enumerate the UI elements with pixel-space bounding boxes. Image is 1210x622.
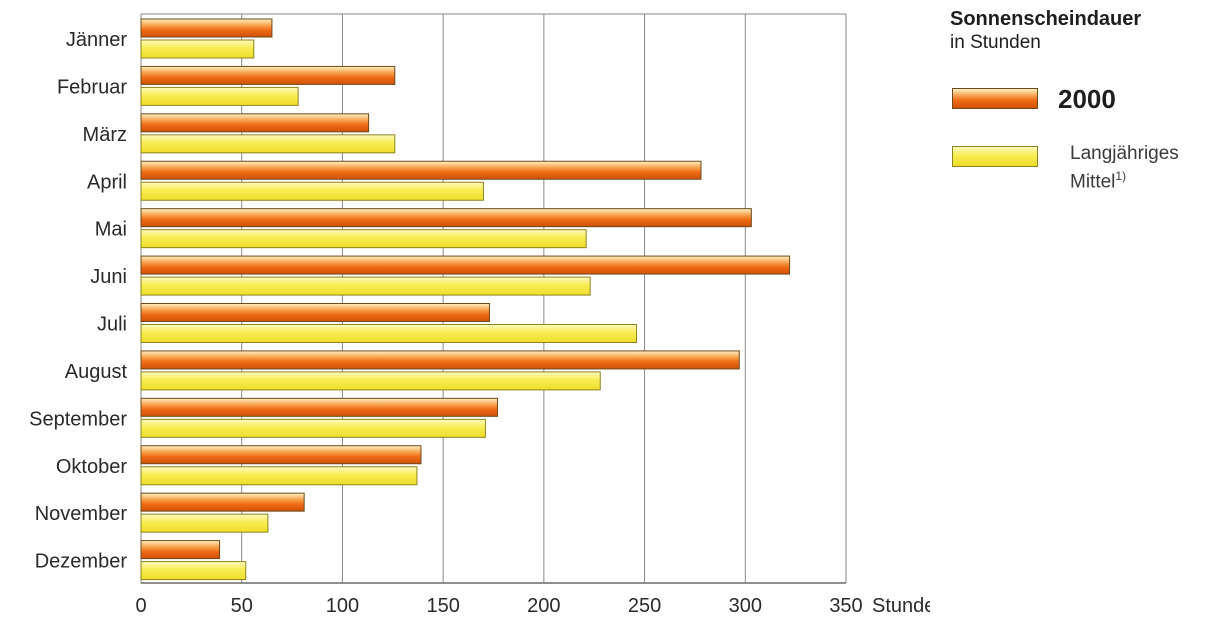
bar-mittel [140,86,299,106]
x-tick-label: 100 [326,595,359,617]
x-tick-label: 50 [231,595,253,617]
bar-2000 [140,65,396,85]
bar-mittel [140,181,484,201]
legend-footnote: 1) [1115,169,1127,183]
legend-subtitle: in Stunden [950,32,1041,53]
bar-2000 [140,255,791,275]
bar-2000 [140,540,221,560]
x-tick-label: 350 [829,595,862,617]
legend-title: Sonnenscheindauer [950,8,1142,30]
category-labels: Jänner Februar März April Mai Juni Juli August S… [29,29,127,573]
bar-2000 [140,160,702,180]
x-tick-label: 250 [628,595,661,617]
category-label: Juni [90,266,127,288]
bar-2000 [140,113,370,133]
bar-mittel [140,561,247,581]
category-label: März [83,124,127,146]
legend: Sonnenscheindauer in Stunden 2000 Langjä… [950,8,1200,192]
bar-mittel [140,229,587,249]
bar-mittel [140,276,591,296]
x-tick-label: 200 [527,595,560,617]
category-label: Mai [95,219,127,241]
bar-mittel [140,466,418,486]
x-tick-label: 150 [426,595,459,617]
x-unit-label: Stunden [872,595,930,617]
bar-mittel [140,134,396,154]
category-label: November [35,503,128,525]
legend-label-mittel-line1: Langjähriges [1070,143,1179,164]
bar-mittel [140,371,601,391]
bar-2000 [140,350,740,370]
x-tick-labels: 0 50 100 150 200 250 300 350 [135,595,862,617]
category-label: Jänner [66,29,127,51]
bar-2000 [140,397,499,417]
category-label: Juli [97,314,127,336]
bar-2000 [140,445,422,465]
legend-label-mittel-line2: Mittel [1070,171,1116,193]
bar-2000 [140,303,490,322]
category-label: September [29,408,127,430]
bar-2000 [140,18,273,38]
x-tick-label: 0 [135,595,146,617]
bar-mittel [140,418,486,438]
bar-chart: Jänner Februar März April Mai Juni Juli August S… [29,13,930,617]
bar-mittel [140,39,255,59]
gridlines [140,13,847,584]
legend-label-mittel: Langjähriges Mittel1) [1070,143,1179,193]
bar-mittel [140,513,269,533]
category-label: August [65,361,128,383]
bars [140,18,791,581]
category-label: Februar [57,76,127,98]
bar-2000 [140,492,305,512]
category-label: Dezember [35,551,128,573]
x-tick-label: 300 [729,595,762,617]
bar-2000 [140,208,752,228]
category-label: April [87,171,127,193]
category-label: Oktober [56,456,127,478]
bar-mittel [140,324,638,343]
legend-swatch-mittel [952,146,1038,167]
legend-label-2000: 2000 [1058,84,1116,114]
legend-swatch-2000 [952,88,1038,109]
